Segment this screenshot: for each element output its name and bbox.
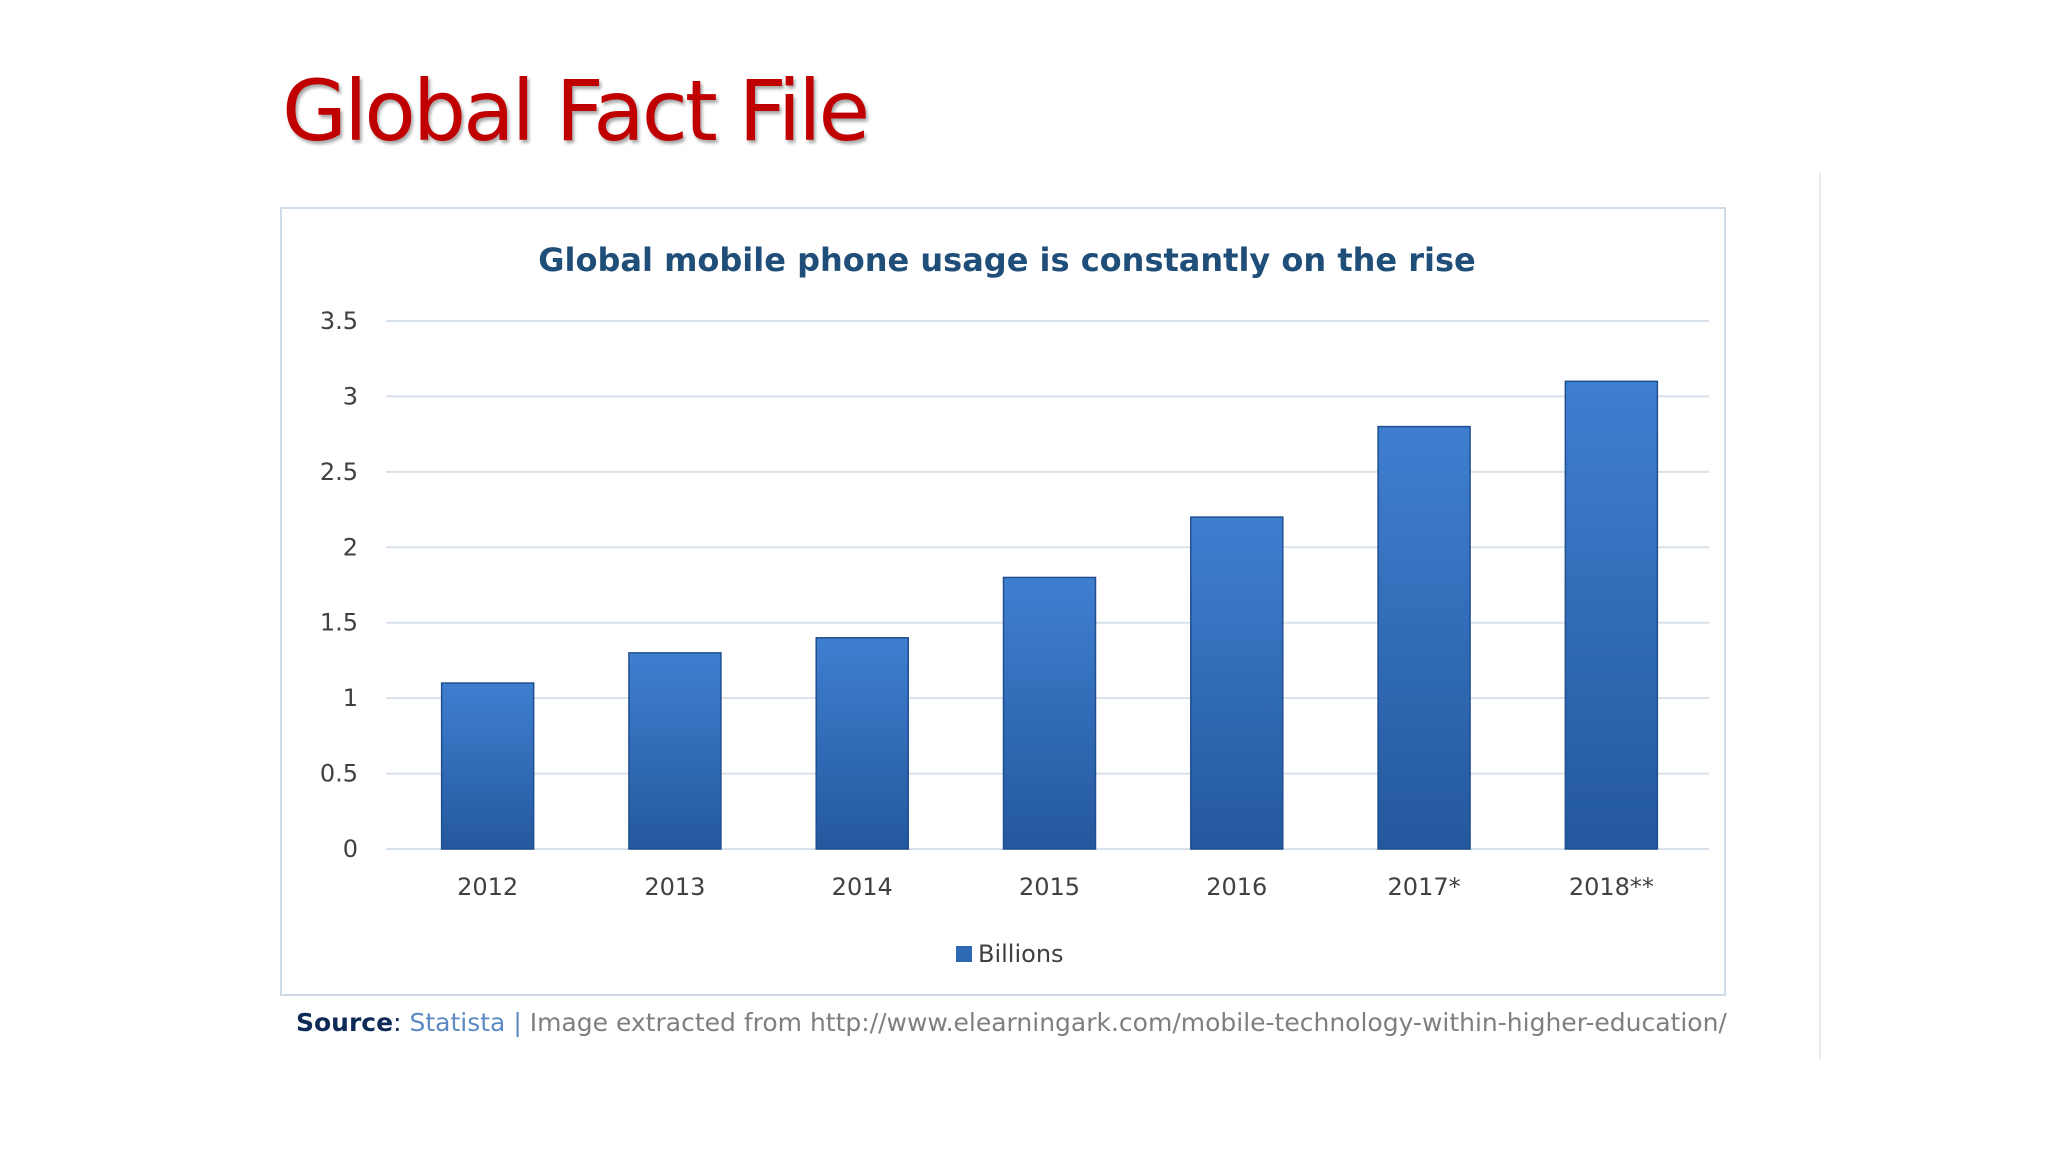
chart-title: Global mobile phone usage is constantly … — [538, 241, 1476, 279]
right-divider — [1819, 172, 1821, 1060]
y-tick-label: 2 — [343, 533, 358, 561]
x-tick-label: 2014 — [832, 873, 893, 901]
y-tick-label: 3.5 — [320, 307, 358, 335]
x-tick-label: 2017* — [1388, 873, 1461, 901]
y-tick-label: 2.5 — [320, 458, 358, 486]
chart-frame: Global mobile phone usage is constantly … — [280, 207, 1726, 996]
legend-swatch-billions — [956, 946, 972, 962]
y-tick-label: 0.5 — [320, 760, 358, 788]
bar-2014 — [815, 637, 909, 850]
source-text: Image extracted from http://www.elearnin… — [529, 1008, 1727, 1037]
bar-2016 — [1190, 516, 1284, 850]
legend-label-billions: Billions — [978, 940, 1064, 968]
x-tick-label: 2012 — [457, 873, 518, 901]
bar-2018 — [1564, 380, 1659, 850]
x-tick-label: 2018** — [1569, 873, 1654, 901]
x-tick-label: 2013 — [644, 873, 705, 901]
bars — [440, 380, 1659, 850]
source-line: Source: Statista | Image extracted from … — [296, 1008, 1727, 1037]
x-tick-label: 2016 — [1206, 873, 1267, 901]
bar-2012 — [440, 682, 535, 850]
x-tick-label: 2015 — [1019, 873, 1080, 901]
source-label: Source — [296, 1008, 394, 1037]
y-axis-ticks: 0 0.5 1 1.5 2 2.5 3 3.5 — [320, 307, 358, 863]
y-tick-label: 0 — [343, 835, 358, 863]
y-tick-label: 1 — [343, 684, 358, 712]
slide-title: Global Fact File — [282, 62, 870, 160]
legend: Billions — [956, 940, 1064, 968]
bar-2015 — [1002, 576, 1097, 850]
source-colon: : — [393, 1008, 402, 1037]
y-tick-label: 3 — [343, 382, 358, 410]
bar-2013 — [628, 652, 722, 850]
x-axis-ticks: 2012 2013 2014 2015 2016 2017* 2018** — [457, 873, 1654, 901]
bar-chart: Global mobile phone usage is constantly … — [320, 241, 1709, 968]
source-separator: | — [505, 1008, 530, 1037]
source-link-statista[interactable]: Statista — [409, 1008, 506, 1037]
bar-2017 — [1377, 425, 1471, 850]
y-tick-label: 1.5 — [320, 609, 358, 637]
